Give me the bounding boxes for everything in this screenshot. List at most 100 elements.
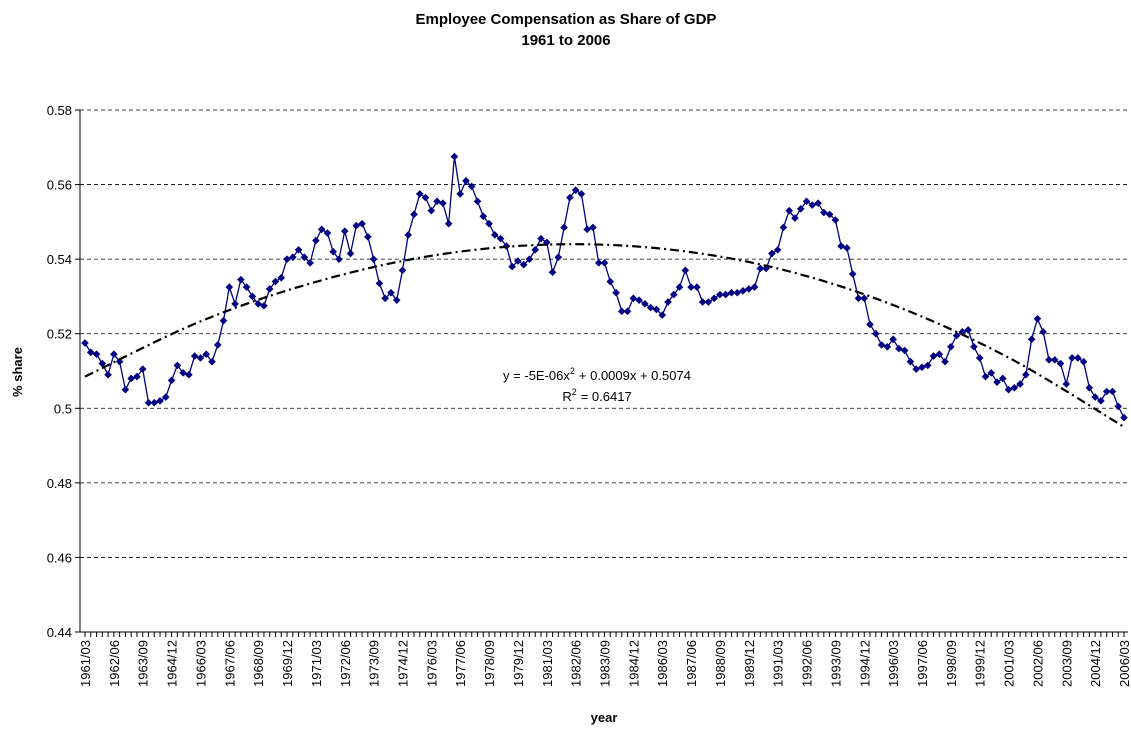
data-point bbox=[1108, 387, 1117, 396]
y-tick-label: 0.48 bbox=[47, 476, 72, 491]
data-point bbox=[814, 199, 822, 208]
data-point bbox=[225, 283, 234, 291]
data-point bbox=[237, 275, 245, 284]
data-point bbox=[658, 311, 667, 319]
data-point bbox=[756, 264, 765, 273]
data-point bbox=[433, 197, 441, 206]
data-point bbox=[820, 208, 828, 217]
data-point bbox=[150, 398, 159, 407]
r-squared-part: R bbox=[562, 389, 571, 404]
data-point bbox=[768, 249, 776, 258]
data-point bbox=[1085, 383, 1094, 392]
data-point bbox=[745, 285, 753, 293]
data-point bbox=[1016, 380, 1024, 388]
data-point bbox=[1120, 413, 1128, 422]
data-point bbox=[641, 300, 649, 308]
chart-title: Employee Compensation as Share of GDP bbox=[416, 11, 717, 28]
data-point bbox=[456, 190, 464, 198]
data-point bbox=[329, 247, 338, 256]
data-point bbox=[427, 206, 436, 215]
data-point bbox=[739, 287, 747, 295]
y-tick-label: 0.54 bbox=[47, 252, 72, 267]
x-tick-label: 2002/06 bbox=[1030, 640, 1045, 687]
data-point bbox=[947, 342, 955, 351]
data-point bbox=[242, 283, 251, 291]
data-point bbox=[785, 206, 794, 215]
data-point bbox=[796, 205, 805, 213]
data-point bbox=[410, 210, 418, 219]
data-point bbox=[808, 201, 817, 209]
data-point bbox=[1050, 356, 1059, 364]
data-point bbox=[779, 223, 788, 232]
x-tick-label: 1979/12 bbox=[511, 640, 526, 687]
x-tick-label: 1986/03 bbox=[655, 640, 670, 687]
data-point bbox=[196, 354, 205, 362]
data-point bbox=[1022, 370, 1030, 379]
data-point bbox=[848, 270, 857, 278]
r-squared-exponent: 2 bbox=[572, 387, 577, 397]
x-tick-label: 1983/09 bbox=[598, 640, 613, 687]
x-tick-label: 1998/09 bbox=[944, 640, 959, 687]
data-point bbox=[392, 296, 401, 304]
x-tick-label: 2006/03 bbox=[1117, 640, 1131, 687]
data-point bbox=[300, 253, 309, 262]
data-point bbox=[352, 221, 361, 230]
data-point bbox=[519, 260, 528, 269]
data-point bbox=[618, 307, 626, 316]
x-tick-label: 1971/03 bbox=[309, 640, 324, 687]
x-tick-label: 1973/09 bbox=[367, 640, 382, 687]
data-point bbox=[219, 316, 228, 325]
data-point bbox=[981, 372, 990, 381]
x-tick-label: 1977/06 bbox=[453, 640, 468, 687]
data-point bbox=[669, 290, 678, 299]
data-point bbox=[958, 328, 967, 336]
data-point bbox=[975, 354, 984, 362]
x-tick-label: 1969/12 bbox=[280, 640, 295, 687]
data-point bbox=[554, 253, 563, 262]
data-point bbox=[993, 378, 1001, 386]
data-point bbox=[895, 344, 903, 353]
data-point bbox=[104, 370, 112, 379]
data-point bbox=[86, 348, 95, 357]
data-point bbox=[92, 350, 101, 359]
data-point bbox=[935, 350, 944, 359]
trend-equation: y = -5E-06x2 + 0.0009x + 0.5074 bbox=[503, 366, 691, 383]
data-point bbox=[208, 357, 216, 366]
data-point bbox=[560, 223, 568, 232]
x-tick-label: 1989/12 bbox=[742, 640, 757, 687]
x-tick-label: 1974/12 bbox=[395, 640, 410, 687]
y-tick-label: 0.52 bbox=[47, 327, 72, 342]
data-point bbox=[444, 219, 453, 228]
data-point bbox=[998, 374, 1007, 383]
data-point bbox=[843, 244, 851, 252]
data-point bbox=[681, 266, 690, 275]
data-point bbox=[537, 234, 545, 243]
data-point bbox=[877, 341, 886, 349]
y-axis-title: % share bbox=[10, 347, 25, 397]
data-point bbox=[566, 193, 574, 202]
data-point bbox=[1079, 357, 1088, 366]
data-point bbox=[185, 370, 193, 379]
data-point bbox=[496, 234, 505, 243]
data-point bbox=[837, 242, 845, 250]
data-point bbox=[1068, 354, 1076, 362]
equation-part: y = -5E-06x bbox=[503, 368, 570, 383]
data-point bbox=[548, 268, 557, 276]
data-point bbox=[970, 342, 978, 351]
x-axis-title: year bbox=[591, 710, 618, 725]
data-point bbox=[144, 398, 153, 407]
data-point bbox=[115, 357, 124, 366]
data-point bbox=[473, 197, 482, 206]
data-point bbox=[81, 339, 89, 347]
x-tick-label: 1992/06 bbox=[800, 640, 815, 687]
data-point bbox=[1039, 328, 1047, 336]
data-point bbox=[964, 326, 972, 334]
x-tick-label: 2003/09 bbox=[1059, 640, 1074, 687]
data-point bbox=[179, 369, 187, 377]
y-tick-label: 0.44 bbox=[47, 625, 72, 640]
y-tick-label: 0.5 bbox=[54, 401, 72, 416]
data-point bbox=[1074, 354, 1082, 362]
x-tick-label: 1968/09 bbox=[251, 640, 266, 687]
data-point bbox=[923, 361, 932, 370]
